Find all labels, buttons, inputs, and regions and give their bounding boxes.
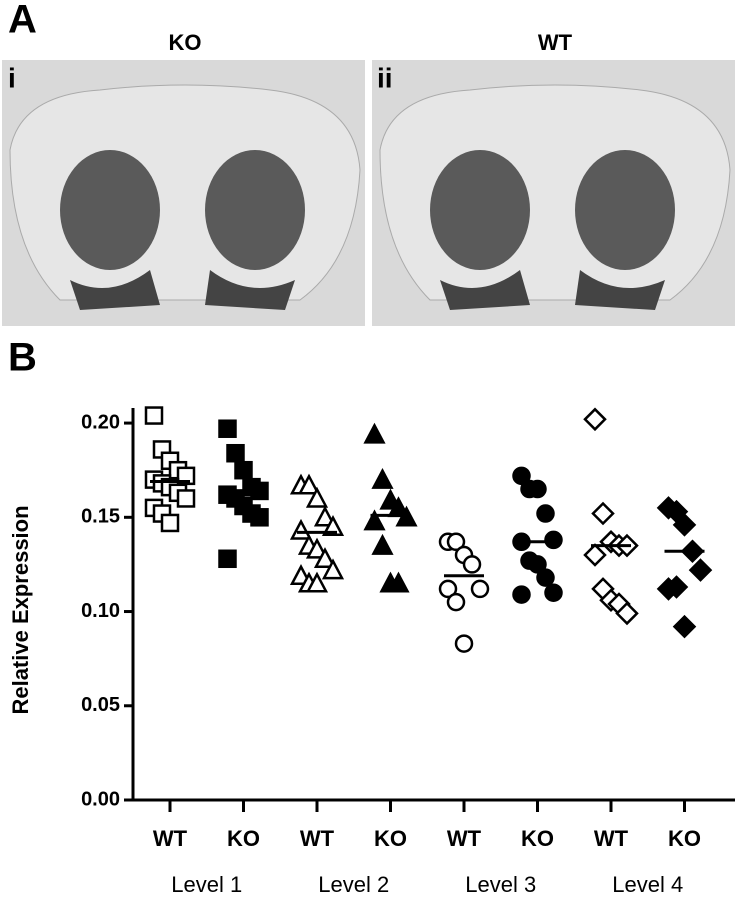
point <box>176 489 196 508</box>
point <box>615 601 639 626</box>
y-tick-label: 0.10 <box>81 600 120 622</box>
point <box>672 614 697 639</box>
point <box>688 558 713 582</box>
group-label: Level 2 <box>318 872 389 897</box>
point <box>218 419 237 438</box>
point <box>438 579 458 599</box>
point <box>462 555 482 574</box>
point <box>536 504 555 523</box>
point <box>664 575 689 599</box>
point <box>512 466 531 486</box>
x-tick-label: WT <box>300 826 335 851</box>
point <box>528 555 547 574</box>
point <box>672 513 697 537</box>
y-tick-label: 0.20 <box>81 411 120 433</box>
point <box>363 422 386 444</box>
point <box>321 515 345 536</box>
image-label: ii <box>377 62 393 93</box>
point <box>297 473 321 495</box>
x-tick-label: WT <box>447 826 482 851</box>
x-tick-label: WT <box>153 826 188 851</box>
point <box>454 634 474 653</box>
point <box>144 406 164 425</box>
x-tick-label: KO <box>521 826 554 851</box>
point <box>583 543 607 567</box>
point <box>160 513 180 533</box>
image-title: WT <box>538 30 573 55</box>
brain-image <box>2 60 365 326</box>
point <box>591 501 615 526</box>
point <box>446 592 466 612</box>
point <box>305 571 329 593</box>
x-tick-label: WT <box>594 826 629 851</box>
point <box>528 479 547 499</box>
point <box>371 533 394 555</box>
point <box>321 558 345 580</box>
point <box>583 407 607 432</box>
brain-image <box>372 60 735 326</box>
panel-label: A <box>8 0 37 42</box>
y-tick-label: 0.15 <box>81 506 120 528</box>
point <box>446 532 466 552</box>
group-label: Level 4 <box>612 872 683 897</box>
point <box>387 571 410 593</box>
x-tick-label: KO <box>374 826 407 851</box>
point <box>305 486 329 508</box>
point <box>305 537 329 559</box>
point <box>470 579 490 599</box>
point <box>226 443 245 463</box>
point <box>234 460 253 480</box>
point <box>313 547 337 569</box>
group-label: Level 3 <box>465 872 536 897</box>
point <box>363 509 386 531</box>
y-tick-label: 0.00 <box>81 788 120 810</box>
x-tick-label: KO <box>227 826 260 851</box>
point <box>544 583 563 602</box>
group-label: Level 1 <box>171 872 242 897</box>
point <box>250 508 269 527</box>
point <box>536 568 555 587</box>
point <box>313 505 337 527</box>
point <box>512 585 531 604</box>
y-axis-label: Relative Expression <box>8 505 33 714</box>
image-label: i <box>8 62 16 93</box>
x-tick-label: KO <box>668 826 701 851</box>
point <box>544 530 563 550</box>
y-tick-label: 0.05 <box>81 694 120 716</box>
image-title: KO <box>169 30 202 55</box>
panel-label: B <box>8 336 37 380</box>
point <box>218 549 237 569</box>
point <box>371 467 394 489</box>
point <box>289 518 313 540</box>
